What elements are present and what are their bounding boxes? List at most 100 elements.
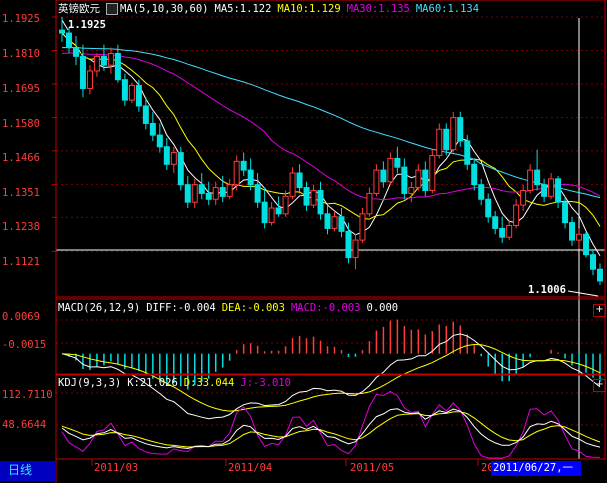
ma10-line <box>61 32 601 227</box>
candle-body-28 <box>254 184 261 203</box>
candle-body-46 <box>380 169 387 183</box>
j-line <box>61 390 601 459</box>
chart-grid <box>52 16 605 466</box>
price-tick-3: 1.1580 <box>2 118 40 130</box>
candle-body-65 <box>513 204 520 227</box>
panel-frame-0 <box>55 0 606 298</box>
candle-body-67 <box>527 169 534 192</box>
month-label-1: 2011/04 <box>228 462 273 474</box>
candle-body-39 <box>331 216 338 229</box>
ma30-label: MA30:1.135 <box>346 2 410 15</box>
candle-body-56 <box>450 117 457 151</box>
kdj-panel <box>61 390 601 459</box>
kdj-title: KDJ(9,3,3) <box>58 377 122 389</box>
candle-body-40 <box>338 216 345 232</box>
price-tick-1: 1.1810 <box>2 48 40 60</box>
candle-body-44 <box>366 192 373 215</box>
price-legend: 英镑欧元 MA(5,10,30,60) MA5:1.122 MA10:1.129… <box>58 2 485 16</box>
candle-body-10 <box>128 85 135 101</box>
candle-body-60 <box>478 184 485 200</box>
candle-body-62 <box>492 216 499 229</box>
macd-expand-button[interactable]: + <box>593 379 606 392</box>
candle-body-13 <box>149 122 156 136</box>
candle-body-51 <box>415 169 422 189</box>
candle-body-21 <box>205 192 212 200</box>
candle-body-30 <box>268 207 275 224</box>
candle-body-17 <box>177 152 184 186</box>
candle-body-53 <box>429 155 436 192</box>
ma60-line <box>61 46 601 199</box>
high-price-label: 1.1925 <box>68 19 106 31</box>
candle-body-34 <box>296 172 303 189</box>
candle-body-24 <box>226 184 233 197</box>
candle-body-35 <box>303 187 310 206</box>
candle-body-50 <box>408 187 415 194</box>
price-tick-5: 1.1351 <box>2 187 40 199</box>
candle-body-68 <box>534 169 541 186</box>
k-label: K:21.026 <box>127 377 178 389</box>
candle-body-76 <box>590 254 597 270</box>
candle-body-74 <box>576 233 583 241</box>
low-price-label: 1.1006 <box>528 284 566 296</box>
candle-body-77 <box>597 268 603 282</box>
candle-body-36 <box>310 190 317 206</box>
candle-body-2 <box>72 47 79 57</box>
candle-body-6 <box>100 55 107 66</box>
ma-header: MA(5,10,30,60) <box>120 2 209 15</box>
candle-body-29 <box>261 201 268 224</box>
candle-body-63 <box>499 227 506 238</box>
price-tick-4: 1.1466 <box>2 152 40 164</box>
ma-toggle-icon[interactable] <box>106 3 118 15</box>
candle-body-45 <box>373 169 380 194</box>
candle-body-69 <box>541 184 548 197</box>
period-tab-label: 日线 <box>8 463 33 477</box>
candle-body-4 <box>86 70 93 89</box>
candle-body-48 <box>394 157 401 168</box>
kdj-legend: KDJ(9,3,3) K:21.026 D:33.044 J:-3.010 <box>58 377 297 390</box>
ma30-line <box>61 52 601 201</box>
candle-body-0 <box>59 29 65 34</box>
d-label: D:33.044 <box>183 377 235 389</box>
macd-title: MACD(26,12,9) <box>58 302 141 314</box>
dea-label: DEA:-0.003 <box>221 302 285 314</box>
month-label-2: 2011/05 <box>350 462 395 474</box>
candle-body-7 <box>107 52 114 66</box>
candle-body-49 <box>401 166 408 194</box>
ma60-label: MA60:1.134 <box>415 2 480 15</box>
diff-line <box>61 333 601 420</box>
candle-body-23 <box>219 187 226 197</box>
candle-body-19 <box>191 184 198 203</box>
high-pointer <box>61 19 69 31</box>
candle-body-64 <box>506 225 513 238</box>
candle-body-58 <box>464 140 471 165</box>
candle-body-57 <box>457 117 464 142</box>
period-tab-daily[interactable]: 日线 <box>0 461 56 481</box>
candle-body-18 <box>184 184 191 203</box>
macd-label: MACD:-0.003 <box>290 302 361 314</box>
candle-body-25 <box>233 160 240 186</box>
candle-body-47 <box>387 157 394 183</box>
candle-body-41 <box>345 230 352 259</box>
candle-body-43 <box>359 213 366 241</box>
candle-body-27 <box>247 169 254 186</box>
candle-body-22 <box>212 187 219 200</box>
candle-body-73 <box>569 222 576 241</box>
instrument-name: 英镑欧元 <box>58 2 100 15</box>
kdj-tick-0: 112.7110 <box>2 389 53 401</box>
candle-body-8 <box>114 52 121 81</box>
candle-body-12 <box>142 105 149 124</box>
candle-body-15 <box>163 146 170 165</box>
candle-body-75 <box>583 233 590 256</box>
macd-tick-1: -0.0015 <box>2 339 47 351</box>
price-tick-2: 1.1695 <box>2 83 40 95</box>
ma10-label: MA10:1.129 <box>277 2 341 15</box>
candle-body-70 <box>548 178 555 197</box>
macd-legend: MACD(26,12,9) DIFF:-0.004 DEA:-0.003 MAC… <box>58 302 404 315</box>
kdj-tick-1: 48.6644 <box>2 419 47 431</box>
ma5-label: MA5:1.122 <box>214 2 272 15</box>
price-tick-6: 1.1238 <box>2 221 40 233</box>
macd-tick-0: 0.0069 <box>2 311 40 323</box>
month-label-0: 2011/03 <box>94 462 139 474</box>
price-expand-button[interactable]: + <box>593 304 606 317</box>
